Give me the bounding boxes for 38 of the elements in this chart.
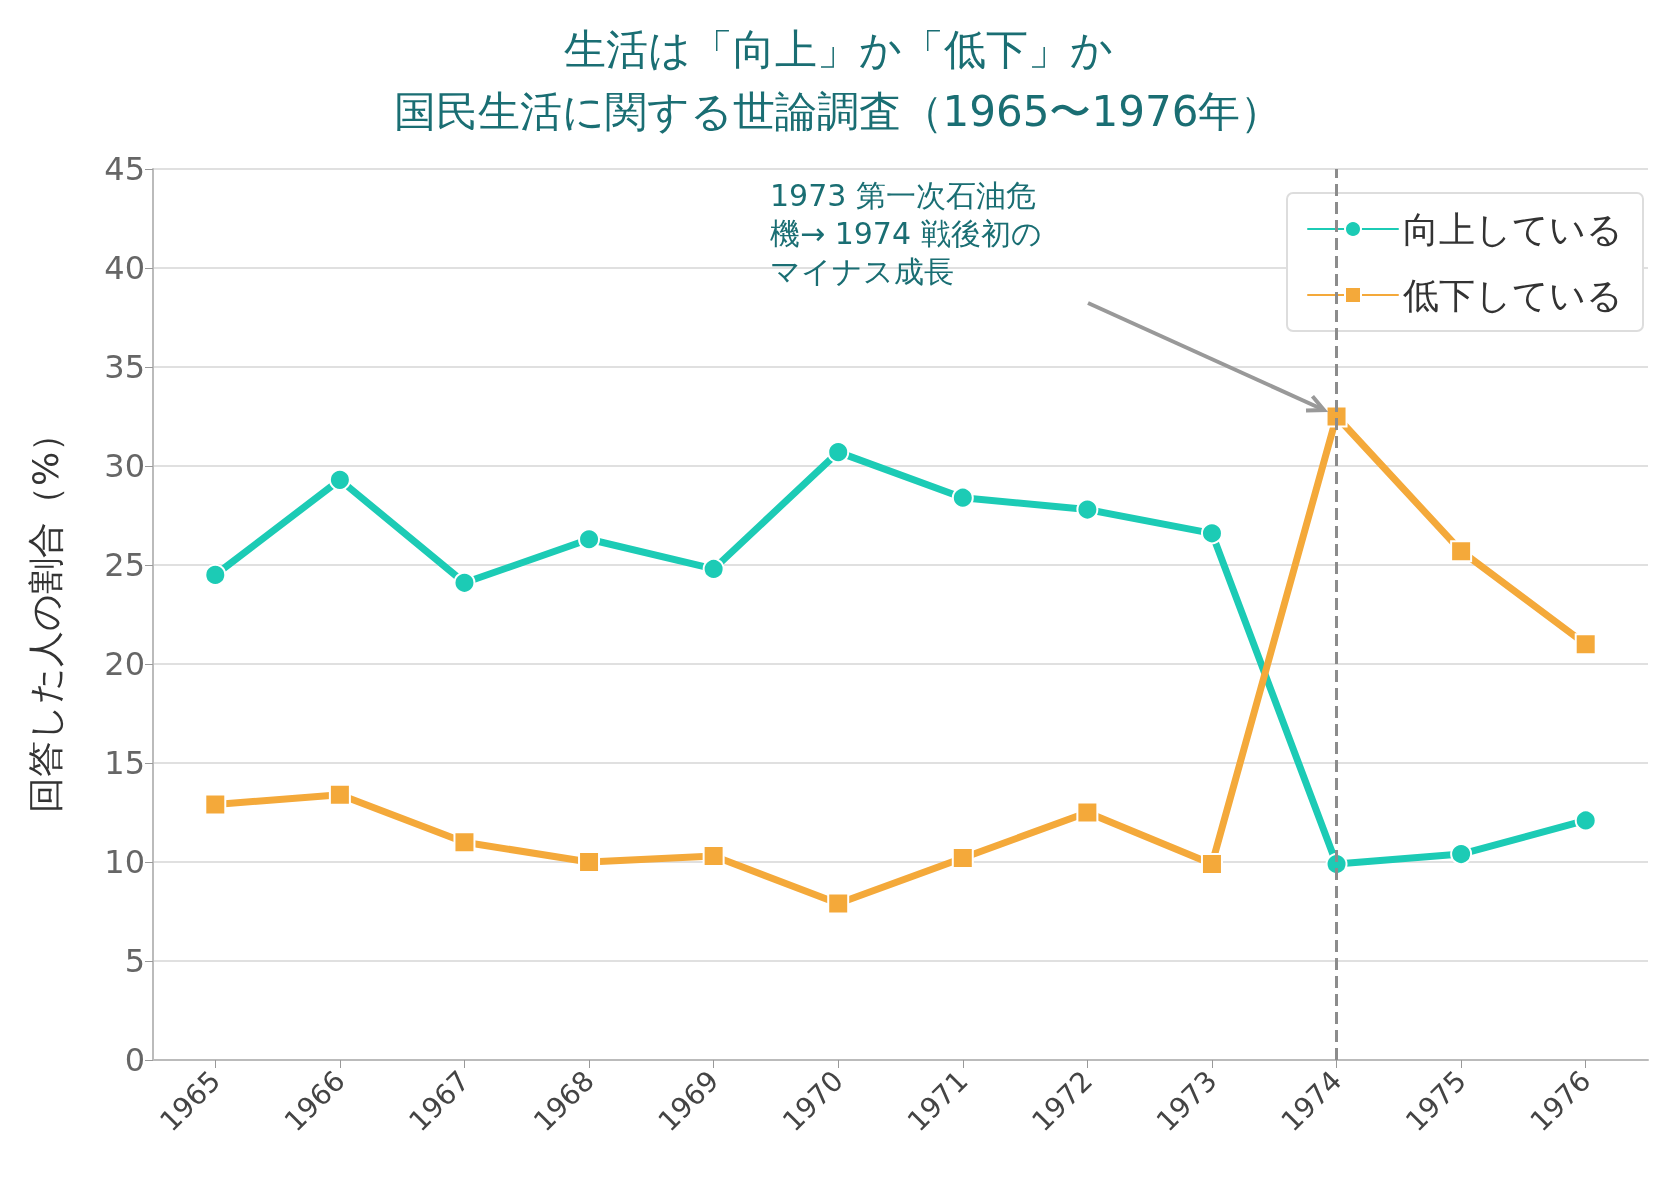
y-tick-label: 45 [104, 150, 145, 188]
point [1200, 852, 1223, 875]
point [951, 486, 974, 509]
y-axis-title: 回答した人の割合（%） [24, 415, 66, 814]
point [1076, 498, 1099, 521]
point [1076, 801, 1099, 824]
y-tick-label: 10 [104, 843, 145, 881]
point [204, 793, 227, 816]
legend-label: 向上している [1403, 208, 1623, 250]
point [1450, 540, 1473, 563]
point [204, 563, 227, 586]
chart-subtitle: 国民生活に関する世論調査（1965〜1976年） [393, 86, 1283, 136]
point [702, 845, 725, 868]
point [1574, 633, 1597, 656]
point [951, 847, 974, 870]
point [827, 892, 850, 915]
y-tick-label: 5 [124, 942, 145, 980]
y-tick-label: 25 [104, 546, 145, 584]
legend-label: 低下している [1403, 274, 1623, 316]
y-tick-label: 15 [104, 744, 145, 782]
point [328, 783, 351, 806]
y-tick-label: 35 [104, 348, 145, 386]
point [453, 831, 476, 854]
y-tick-label: 0 [124, 1041, 145, 1079]
point [453, 571, 476, 594]
point [578, 528, 601, 551]
y-tick-label: 20 [104, 645, 145, 683]
chart-title: 生活は「向上」か「低下」か [563, 24, 1113, 74]
point [1450, 843, 1473, 866]
point [328, 468, 351, 491]
point [827, 441, 850, 464]
point [1574, 809, 1597, 832]
y-tick-label: 40 [104, 249, 145, 287]
point [702, 557, 725, 580]
point [578, 851, 601, 873]
y-tick-label: 30 [104, 447, 145, 485]
annotation: 1973 第一次石油危機→ 1974 戦後初のマイナス成長 [770, 177, 1042, 289]
point [1200, 522, 1223, 545]
